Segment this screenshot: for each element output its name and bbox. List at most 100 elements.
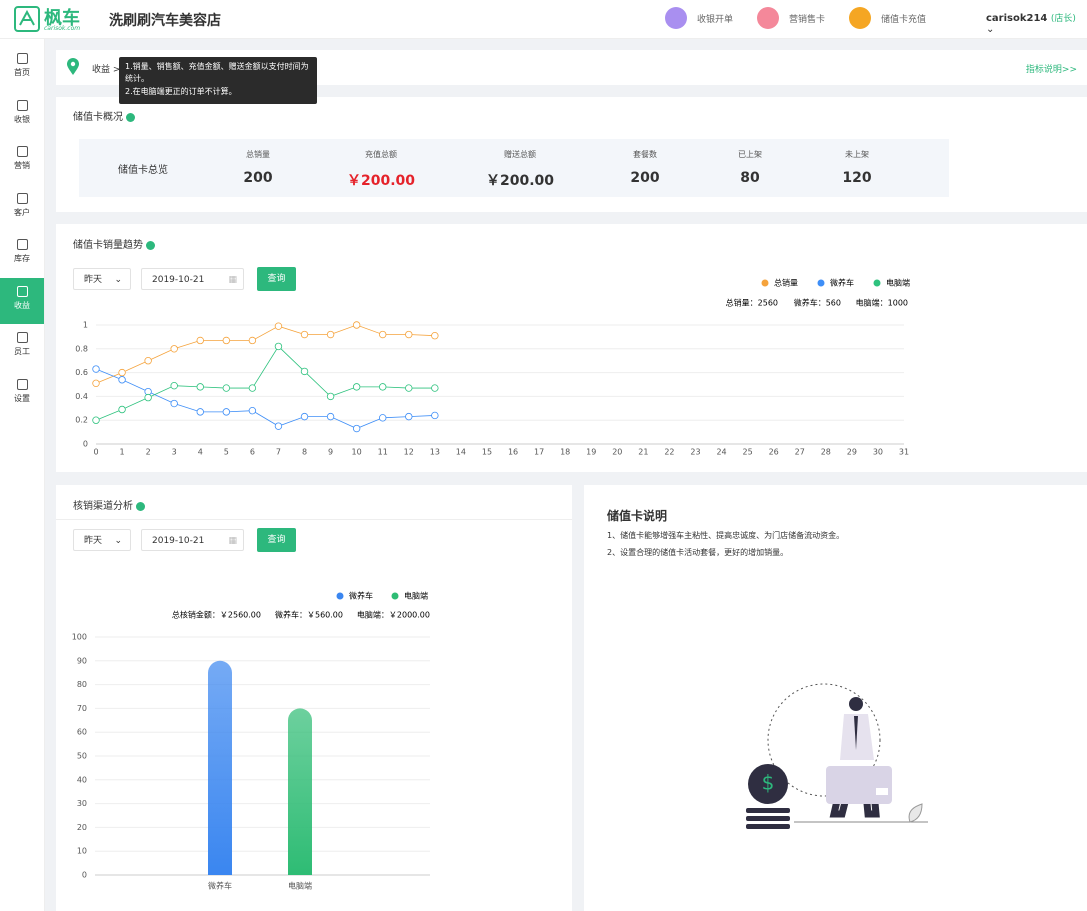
x-tick-label: 13 [430,448,440,457]
point [92,379,100,388]
link[interactable]: 指标说明>> [1025,65,1077,75]
nav-item[interactable]: 客户 [0,185,44,231]
action[interactable]: 储值卡充值 [881,15,927,25]
nav-label: 员工 [14,347,30,356]
info-icon[interactable] [136,501,146,511]
info-card: 储值卡说明 1、储值卡能够增强车主粘性、提高忠诚度、为门店储备流动资金。 2、设… [584,485,1087,911]
point [222,408,231,416]
tooltip-line: 2.在电脑端更正的订单不计算。 [125,87,237,96]
breadcrumb[interactable]: 收益 > [92,62,120,75]
user[interactable]: carisok214 (店长) ⌄ [986,13,1076,35]
select[interactable]: 昨天 ⌄ [73,529,131,551]
action[interactable]: 收银开单 [697,15,734,25]
logo: 枫车 [44,8,80,29]
x-tick-label: 18 [560,448,570,457]
point [326,412,335,421]
nav-item[interactable]: 库存 [0,231,44,277]
point [405,384,413,392]
x-tick-label: 微养车 [208,881,232,891]
x-tick-label: 1 [120,448,125,457]
legend-dot [336,592,344,600]
point [379,414,387,422]
nav-icon [16,239,28,250]
point [196,383,204,391]
x-tick-label: 22 [664,448,674,457]
date-input[interactable]: 2019-10-21 ▦ [141,268,244,290]
point [405,412,413,421]
point [274,342,283,351]
overview-card: 储值卡概况 储值卡总览 总销量 200 充值总额 ￥200.00 赠送总额 ￥200.00… [56,97,1087,212]
nav-label: 客户 [14,207,30,217]
nav-item[interactable]: 首页 [0,45,44,91]
x-tick-label: 12 [404,448,414,457]
point [196,408,204,416]
stat-value: 120 [842,170,872,186]
point [274,322,283,330]
section-title: 储值卡概况 [73,108,136,123]
y-tick-label: 0.6 [75,368,88,377]
query-button[interactable]: 查询 [257,528,296,552]
stat-value: 200 [630,170,660,186]
info-icon[interactable] [126,112,136,122]
icon [665,7,687,29]
info-icon[interactable] [146,240,156,250]
crumb: 收益 [92,65,111,75]
point [222,384,231,392]
nav-icon [16,378,28,390]
icon [757,7,779,29]
y-tick-label: 0.2 [75,416,88,425]
stat-value: 80 [740,170,760,186]
annotation: 电脑端：￥2000.00 [357,610,430,620]
title: 储值卡销量趋势 [73,240,143,251]
x-tick-label: 27 [795,448,805,457]
nav-item[interactable]: 收益 [0,277,44,324]
x-tick-label: 4 [198,448,203,457]
select[interactable]: 昨天 ⌄ [73,268,131,290]
point [222,336,231,345]
action[interactable]: 营销售卡 [789,15,826,25]
x-tick-label: 30 [873,448,883,457]
y-tick-label: 70 [77,704,87,713]
info-line: 2、设置合理的储值卡活动套餐，更好的增加销量。 [607,548,789,557]
y-tick-label: 100 [72,633,87,642]
point [300,412,309,421]
point [248,384,257,392]
point [274,422,283,430]
x-tick-label: 28 [821,448,831,457]
stat-label: 充值总额 [365,150,397,159]
nav-label: 收银 [14,114,30,124]
nav-item[interactable]: 设置 [0,371,44,417]
x-tick-label: 3 [172,448,177,457]
stat-label: 赠送总额 [504,150,536,159]
x-tick-label: 23 [690,448,700,457]
nav-item[interactable]: 员工 [0,324,44,370]
query-button[interactable]: 查询 [257,267,296,291]
trend-card: 储值卡销量趋势 昨天 ⌄ 2019-10-21 ▦ 查询 0 0.2 0.4 0.6 0.8… [56,224,1087,472]
x-tick-label: 14 [456,448,466,457]
line-series [95,345,435,421]
point [326,330,335,339]
y-tick-label: 90 [77,656,87,665]
point [118,405,126,414]
user-name: carisok214 [986,13,1048,24]
date-input[interactable]: 2019-10-21 ▦ [141,529,244,551]
x-tick-label: 电脑端 [288,881,312,891]
nav-label: 设置 [14,393,30,403]
point [300,367,309,376]
x-tick-label: 24 [716,448,726,457]
point [170,345,178,353]
y-tick-label: 80 [77,680,87,689]
x-tick-label: 15 [482,448,492,457]
point [118,368,126,377]
nav-item[interactable]: 营销 [0,138,44,184]
x-tick-label: 26 [769,448,779,457]
point [379,330,387,339]
x-tick-label: 9 [328,448,333,457]
stat-value: ￥200.00 [346,173,416,189]
nav-item[interactable]: 收银 [0,92,44,138]
nav-icon [16,146,28,157]
illustration: $ [746,683,928,829]
point [405,330,413,339]
